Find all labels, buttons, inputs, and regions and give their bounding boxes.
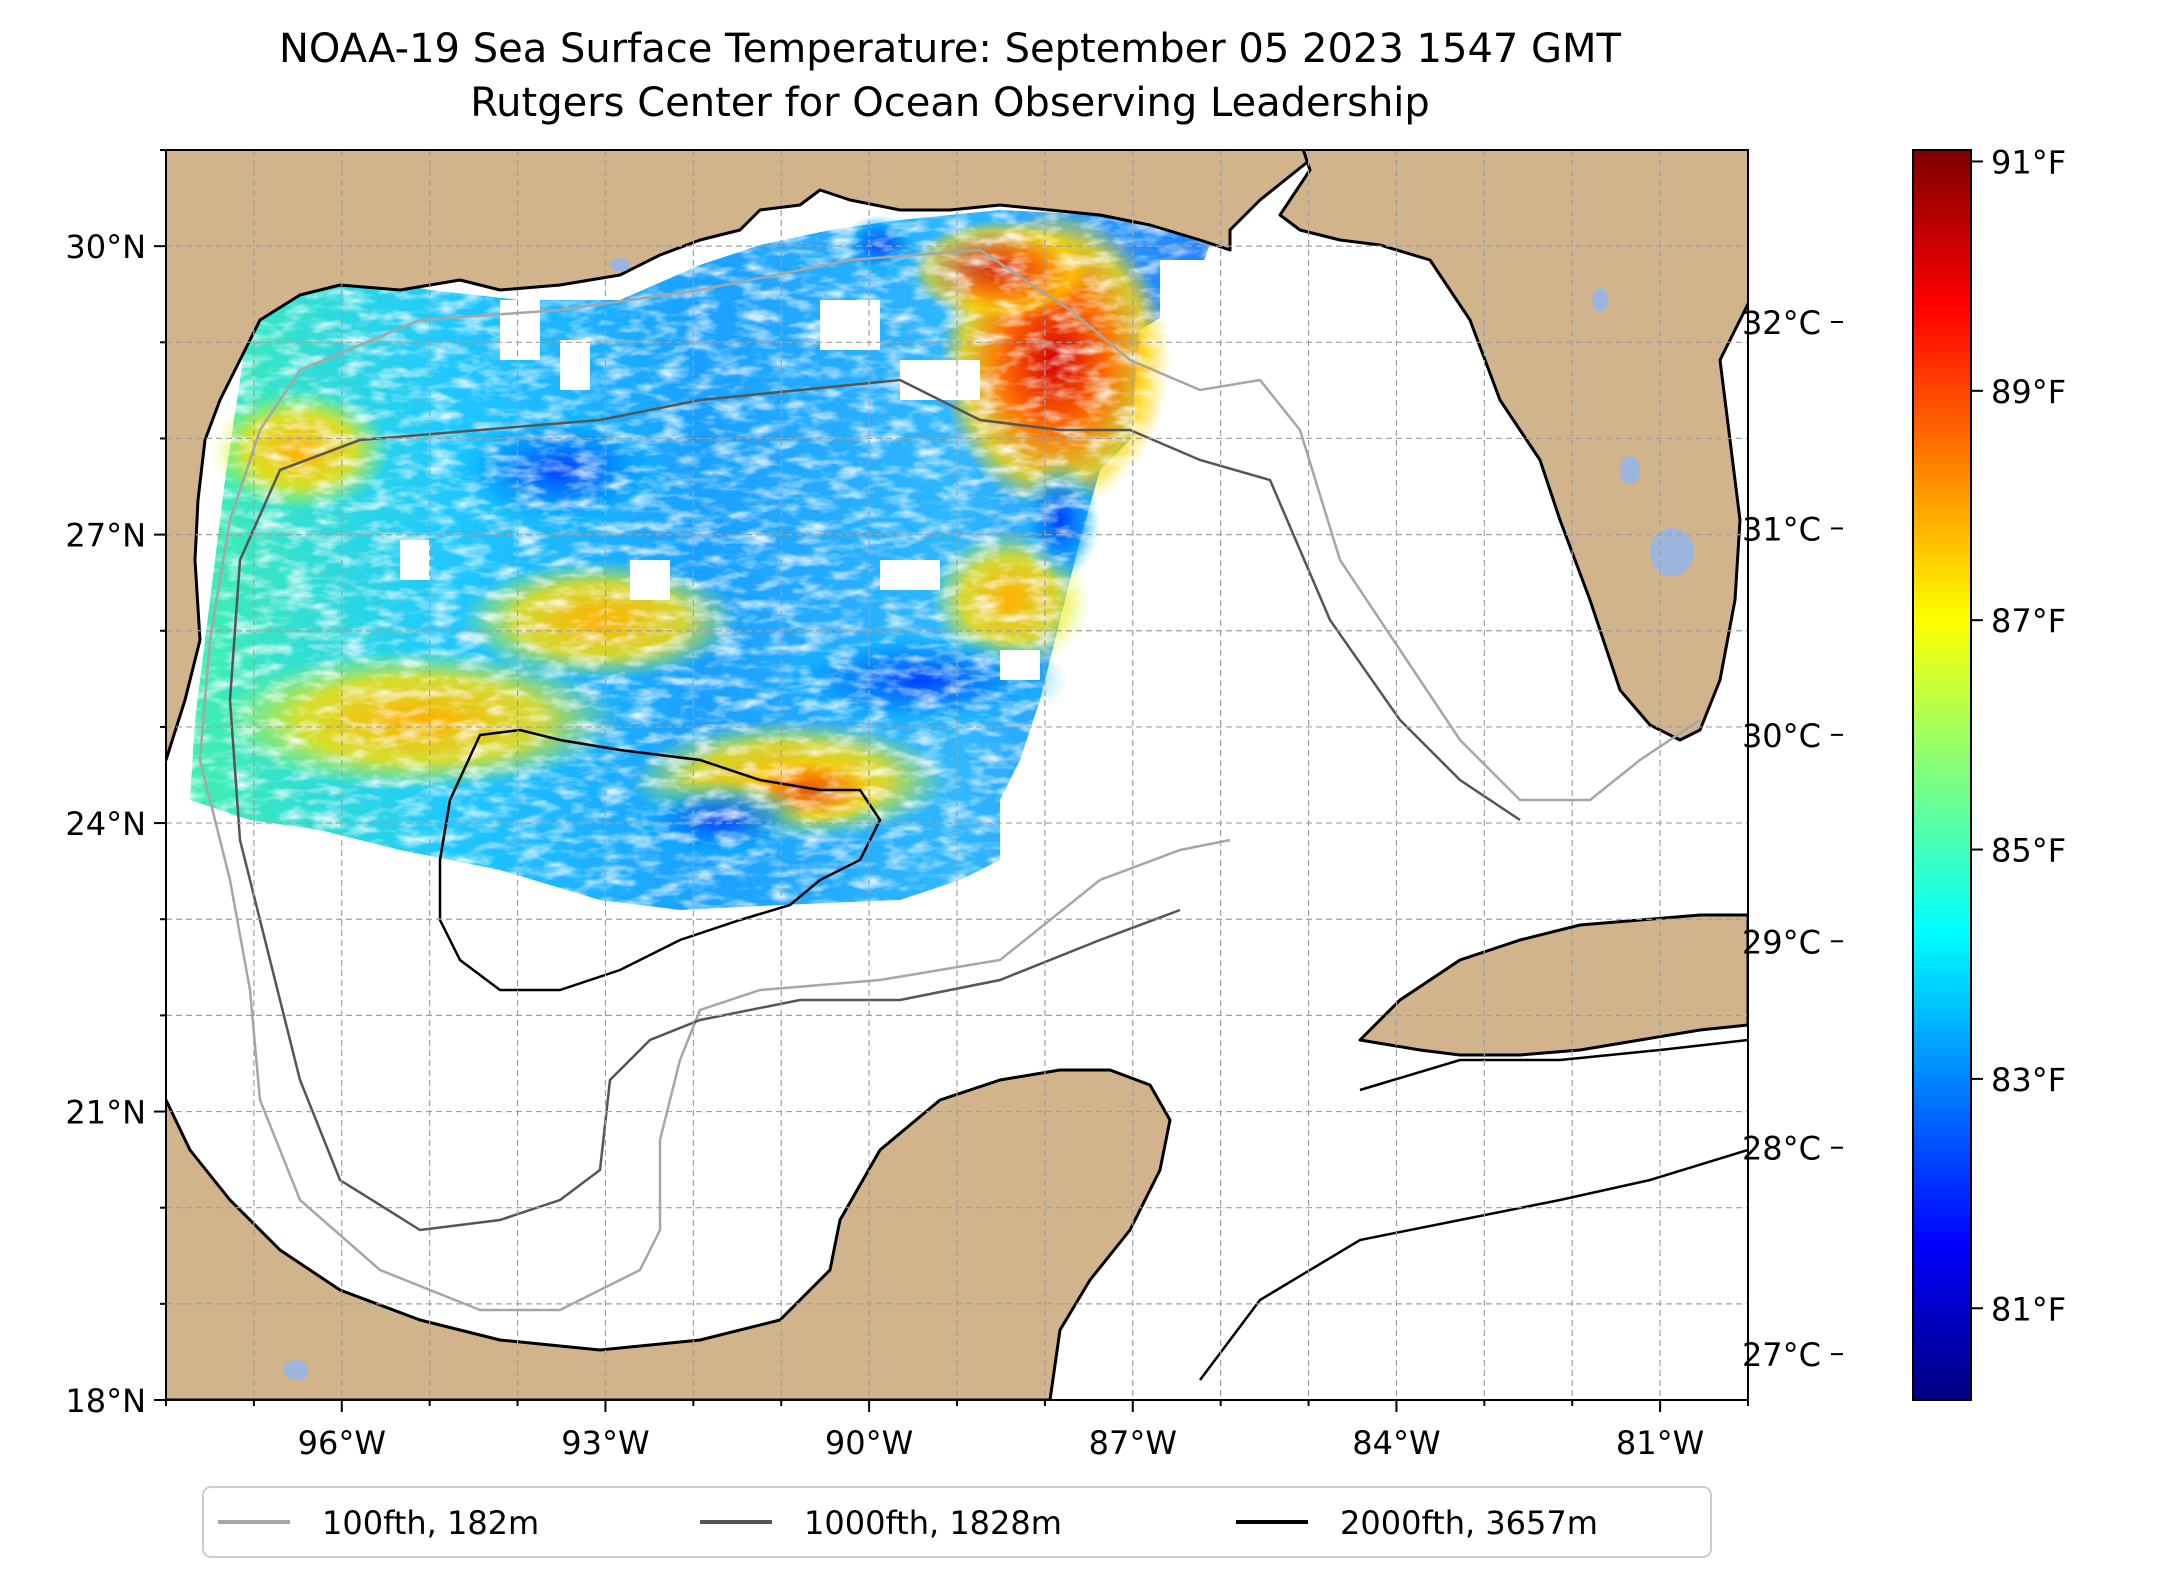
chart-subtitle: Rutgers Center for Ocean Observing Leade… bbox=[470, 80, 1430, 126]
colorbar-c-tick-label: 30°C bbox=[1742, 717, 1821, 755]
lon-tick-label: 87°W bbox=[1089, 1424, 1177, 1462]
legend-label: 2000fth, 3657m bbox=[1340, 1504, 1598, 1542]
colorbar-celsius-ticks: 27°C 28°C 29°C 30°C 31°C 32°C bbox=[1742, 304, 1843, 1374]
legend-label: 1000fth, 1828m bbox=[804, 1504, 1062, 1542]
colorbar-c-tick-label: 31°C bbox=[1742, 510, 1821, 548]
colorbar-f-tick-label: 81°F bbox=[1991, 1290, 2066, 1328]
colorbar-c-tick-label: 32°C bbox=[1742, 304, 1821, 342]
colorbar-fill bbox=[1912, 149, 1972, 1401]
lon-axis: 96°W 93°W 90°W 87°W 84°W 81°W bbox=[165, 1400, 1749, 1462]
lake bbox=[610, 258, 630, 272]
lat-tick-label: 30°N bbox=[65, 228, 146, 266]
land-us-gulf-coast bbox=[166, 150, 1312, 762]
contour-2000fth bbox=[438, 728, 882, 992]
contour-2000fth bbox=[1199, 1148, 1748, 1381]
lakes bbox=[284, 258, 1694, 1380]
colorbar-c-tick-label: 28°C bbox=[1742, 1130, 1821, 1168]
lon-tick-label: 96°W bbox=[298, 1424, 386, 1462]
lon-tick-label: 84°W bbox=[1352, 1424, 1440, 1462]
colorbar-c-tick-label: 27°C bbox=[1742, 1336, 1821, 1374]
lake-okeechobee bbox=[1650, 528, 1694, 576]
lat-tick-label: 18°N bbox=[65, 1382, 146, 1420]
sst-noise bbox=[180, 200, 1240, 980]
chart-title: NOAA-19 Sea Surface Temperature: Septemb… bbox=[279, 26, 1621, 72]
lake bbox=[284, 1360, 308, 1380]
colorbar-fahrenheit-ticks: 81°F 83°F 85°F 87°F 89°F 91°F bbox=[1971, 143, 2066, 1328]
colorbar-f-tick-label: 89°F bbox=[1991, 373, 2066, 411]
bathymetry-contours bbox=[198, 248, 1748, 1381]
sst-swath bbox=[180, 200, 1240, 980]
lon-tick-label: 90°W bbox=[825, 1424, 913, 1462]
lake bbox=[1620, 456, 1640, 484]
land bbox=[166, 150, 1748, 1400]
colorbar-c-tick-label: 29°C bbox=[1742, 923, 1821, 961]
legend-label: 100fth, 182m bbox=[322, 1504, 539, 1542]
colorbar: 81°F 83°F 85°F 87°F 89°F 91°F 27°C 28°C 29°C 30°… bbox=[1742, 143, 2066, 1401]
lon-tick-label: 93°W bbox=[561, 1424, 649, 1462]
land-cuba bbox=[1358, 913, 1748, 1057]
colorbar-f-tick-label: 85°F bbox=[1991, 832, 2066, 870]
gridlines bbox=[166, 150, 1748, 1400]
legend: 100fth, 182m 1000fth, 1828m 2000fth, 3657m bbox=[202, 1486, 1712, 1558]
lat-tick-label: 21°N bbox=[65, 1094, 146, 1132]
lat-tick-label: 27°N bbox=[65, 517, 146, 555]
lat-tick-label: 24°N bbox=[65, 805, 146, 843]
lat-axis: 18°N 21°N 24°N 27°N 30°N bbox=[65, 149, 166, 1420]
contour-1000fth bbox=[228, 378, 1521, 1232]
contour-100fth bbox=[198, 248, 1701, 1312]
land-florida bbox=[1278, 150, 1748, 742]
land-mexico bbox=[166, 1068, 1172, 1400]
lake bbox=[1592, 288, 1608, 312]
lon-tick-label: 81°W bbox=[1616, 1424, 1704, 1462]
colorbar-f-tick-label: 83°F bbox=[1991, 1061, 2066, 1099]
colorbar-f-tick-label: 87°F bbox=[1991, 602, 2066, 640]
contour-2000fth bbox=[1359, 1038, 1748, 1092]
legend-box bbox=[202, 1486, 1712, 1558]
colorbar-f-tick-label: 91°F bbox=[1991, 143, 2066, 181]
